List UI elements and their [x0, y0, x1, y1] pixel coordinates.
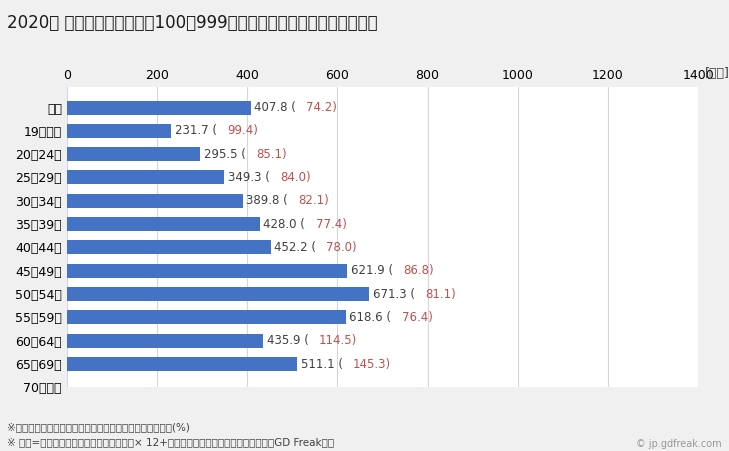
Bar — [67, 264, 347, 278]
Text: 99.4): 99.4) — [227, 124, 258, 138]
Text: 81.1): 81.1) — [425, 288, 456, 301]
Bar — [67, 124, 171, 138]
Text: 82.1): 82.1) — [298, 194, 329, 207]
Text: 145.3): 145.3) — [353, 358, 391, 371]
Text: 671.3 (: 671.3 ( — [373, 288, 415, 301]
Bar — [67, 287, 370, 301]
Text: 389.8 (: 389.8 ( — [246, 194, 288, 207]
Bar — [67, 170, 225, 184]
Bar — [67, 194, 243, 208]
Text: [万円]: [万円] — [705, 67, 729, 80]
Text: 428.0 (: 428.0 ( — [263, 218, 305, 230]
Text: 2020年 民間企業（従業者数100〜999人）フルタイム労働者の平均年収: 2020年 民間企業（従業者数100〜999人）フルタイム労働者の平均年収 — [7, 14, 378, 32]
Text: 86.8): 86.8) — [403, 264, 434, 277]
Bar — [67, 334, 263, 348]
Text: 77.4): 77.4) — [316, 218, 346, 230]
Bar — [67, 357, 297, 371]
Text: 78.0): 78.0) — [327, 241, 357, 254]
Text: 511.1 (: 511.1 ( — [301, 358, 343, 371]
Text: © jp.gdfreak.com: © jp.gdfreak.com — [636, 439, 722, 449]
Text: ※（）内は県内の同業種・同年齢層の平均所得に対する比(%): ※（）内は県内の同業種・同年齢層の平均所得に対する比(%) — [7, 422, 190, 432]
Bar — [67, 147, 200, 161]
Bar — [67, 240, 270, 254]
Bar — [67, 217, 260, 231]
Text: ※ 年収=「きまって支給する現金給与額」× 12+「年間賞与その他特別給与額」としてGD Freak推計: ※ 年収=「きまって支給する現金給与額」× 12+「年間賞与その他特別給与額」と… — [7, 437, 335, 447]
Text: 621.9 (: 621.9 ( — [351, 264, 393, 277]
Text: 407.8 (: 407.8 ( — [254, 101, 296, 114]
Text: 74.2): 74.2) — [306, 101, 338, 114]
Text: 452.2 (: 452.2 ( — [274, 241, 316, 254]
Text: 435.9 (: 435.9 ( — [267, 334, 309, 347]
Bar — [67, 310, 346, 324]
Text: 85.1): 85.1) — [256, 147, 286, 161]
Text: 231.7 (: 231.7 ( — [175, 124, 217, 138]
Bar — [67, 101, 251, 115]
Text: 76.4): 76.4) — [402, 311, 432, 324]
Text: 295.5 (: 295.5 ( — [203, 147, 246, 161]
Text: 114.5): 114.5) — [319, 334, 357, 347]
Text: 618.6 (: 618.6 ( — [349, 311, 391, 324]
Text: 84.0): 84.0) — [280, 171, 311, 184]
Text: 349.3 (: 349.3 ( — [228, 171, 270, 184]
